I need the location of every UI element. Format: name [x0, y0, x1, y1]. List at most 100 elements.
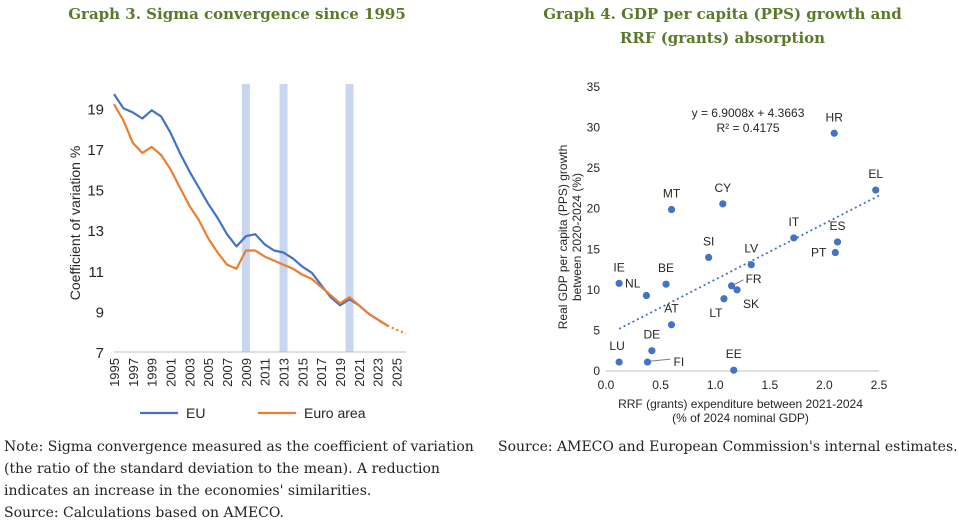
scatter-point-pt — [831, 248, 839, 257]
x-axis-title-line2: (% of 2024 nominal GDP) — [672, 411, 809, 425]
scatter-point-es — [833, 238, 842, 246]
scatter-point-si — [705, 253, 713, 261]
scatter-point-mt — [667, 205, 676, 214]
y-tick-label: 20 — [587, 202, 601, 216]
y-axis-title: Coefficient of variation % — [67, 146, 83, 301]
leader-line — [733, 279, 744, 286]
point-label-lv: LV — [744, 242, 758, 256]
x-tick-label: 2009 — [239, 358, 254, 387]
x-tick-label: 1997 — [126, 358, 141, 387]
graph4-source: Source: AMECO and European Commission's … — [498, 439, 958, 455]
scatter-point-ie — [615, 279, 623, 287]
trendline-r2: R² = 0.4175 — [716, 121, 779, 135]
y-tick-label: 15 — [587, 242, 601, 256]
point-label-lt: LT — [709, 306, 723, 320]
point-label-mt: MT — [663, 187, 681, 201]
scatter-point-fi — [643, 358, 652, 366]
scatter-point-fr — [727, 282, 736, 290]
graph3-title: Graph 3. Sigma convergence since 1995 — [68, 5, 406, 23]
point-label-fr: FR — [746, 272, 762, 286]
shaded-period-band — [241, 84, 250, 352]
x-tick-label: 2005 — [201, 358, 216, 387]
point-label-pt: PT — [811, 246, 827, 260]
y-tick-label: 17 — [87, 142, 104, 159]
x-tick-label: 2011 — [258, 358, 273, 386]
x-axis-title-line1: RRF (grants) expenditure between 2021-20… — [618, 397, 863, 411]
x-tick-label: 2.0 — [816, 378, 833, 392]
point-label-es: ES — [829, 219, 845, 233]
graph3-note-line: Note: Sigma convergence measured as the … — [4, 439, 474, 455]
point-label-lu: LU — [609, 339, 624, 353]
graph3-source: Source: Calculations based on AMECO. — [4, 505, 284, 521]
scatter-point-ee — [730, 366, 738, 374]
point-label-sk: SK — [743, 297, 759, 311]
trendline-equation: y = 6.9008x + 4.3663 — [692, 106, 805, 120]
legend-label: Euro area — [304, 405, 366, 421]
trendline — [618, 194, 880, 330]
y-tick-label: 13 — [87, 223, 104, 240]
x-tick-label: 0.0 — [598, 378, 615, 392]
y-tick-label: 30 — [587, 121, 601, 135]
x-tick-label: 2023 — [371, 358, 386, 387]
scatter-point-be — [662, 280, 670, 288]
scatter-point-lu — [615, 358, 623, 366]
graph4-title: Graph 4. GDP per capita (PPS) growth and… — [486, 2, 959, 50]
y-tick-label: 11 — [88, 264, 104, 281]
x-tick-label: 2003 — [182, 358, 197, 387]
scatter-point-nl — [642, 291, 651, 300]
graph3-line-chart: 7 9 11 13 15 17 19 1995 1997 1999 2001 2003 2005 2007… — [67, 84, 407, 421]
graph4-title-line2: RRF (grants) absorption — [619, 29, 826, 47]
x-tick-label: 2019 — [333, 358, 348, 387]
series-line-euro-area — [113, 103, 388, 327]
y-tick-label: 5 — [593, 323, 600, 337]
leader-line — [650, 358, 671, 362]
x-tick-label: 1.5 — [761, 378, 778, 392]
point-label-nl: NL — [625, 277, 641, 291]
x-tick-label: 2021 — [352, 358, 367, 387]
scatter-point-it — [790, 234, 798, 242]
point-label-el: EL — [868, 167, 883, 181]
x-tick-label: 2017 — [314, 358, 329, 387]
x-tick-label: 2.5 — [871, 378, 888, 392]
point-label-be: BE — [658, 261, 674, 275]
point-label-at: AT — [664, 302, 679, 316]
legend-label: EU — [186, 405, 205, 421]
point-label-hr: HR — [826, 110, 844, 124]
x-tick-label: 2001 — [164, 358, 179, 387]
scatter-point-lv — [747, 261, 755, 269]
y-axis-title-line2: between 2020-2024 (%) — [570, 173, 584, 301]
x-tick-label: 1999 — [145, 358, 160, 387]
y-tick-label: 25 — [587, 161, 601, 175]
graph3-note-line: indicates an increase in the economies' … — [4, 483, 372, 499]
point-label-de: DE — [644, 328, 661, 342]
point-label-cy: CY — [715, 181, 732, 195]
y-axis-title-line1: Real GDP per capita (PPS) growth — [556, 145, 570, 330]
point-label-it: IT — [788, 215, 799, 229]
scatter-point-el — [872, 186, 880, 194]
point-label-si: SI — [703, 234, 714, 248]
scatter-point-lt — [720, 295, 728, 303]
y-tick-label: 9 — [96, 304, 104, 321]
shaded-period-band — [345, 84, 354, 352]
graph4-title-line1: Graph 4. GDP per capita (PPS) growth and — [543, 5, 902, 23]
scatter-point-at — [667, 321, 676, 329]
x-tick-label: 2025 — [390, 358, 405, 387]
x-tick-label: 0.5 — [652, 378, 669, 392]
x-tick-label: 2015 — [295, 358, 310, 387]
scatter-point-de — [648, 347, 656, 355]
series-line-eu — [113, 93, 388, 327]
y-tick-label: 35 — [587, 80, 601, 94]
shaded-period-band — [279, 84, 288, 352]
point-label-fi: FI — [673, 355, 684, 369]
x-tick-label: 2007 — [220, 358, 235, 387]
scatter-point-cy — [719, 200, 727, 208]
y-tick-label: 15 — [87, 183, 104, 200]
x-tick-label: 1995 — [107, 358, 122, 387]
series-projection-euro-area — [386, 324, 407, 335]
scatter-point-hr — [830, 129, 838, 137]
point-label-ee: EE — [726, 347, 742, 361]
y-tick-label: 19 — [87, 101, 104, 118]
y-tick-label: 10 — [587, 283, 601, 297]
x-tick-label: 2013 — [277, 358, 292, 387]
y-tick-label: 0 — [593, 364, 600, 378]
